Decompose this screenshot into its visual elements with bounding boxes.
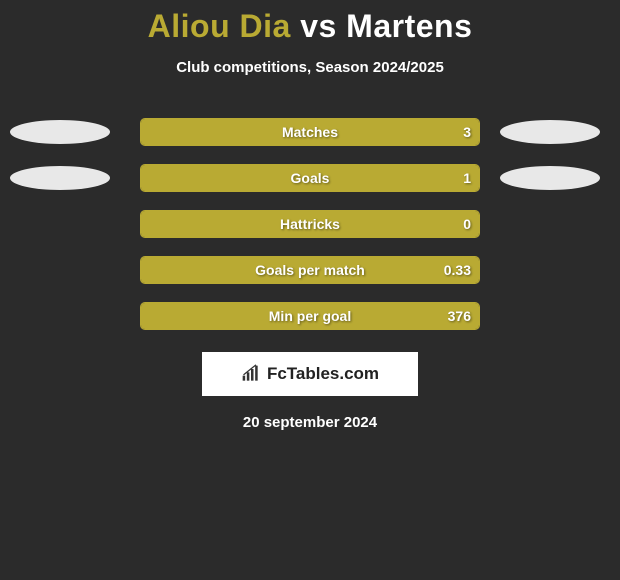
player2-ellipse: [500, 166, 600, 190]
stat-value-right: 3: [463, 124, 471, 140]
subtitle: Club competitions, Season 2024/2025: [0, 59, 620, 76]
stat-bar: Goals per match 0.33: [140, 256, 480, 284]
stat-value-right: 376: [448, 308, 471, 324]
stat-label: Matches: [282, 124, 338, 140]
stat-bar: Matches 3: [140, 118, 480, 146]
stat-value-right: 0.33: [444, 262, 471, 278]
stat-bar: Hattricks 0: [140, 210, 480, 238]
fctables-logo[interactable]: FcTables.com: [202, 352, 418, 396]
stat-label: Min per goal: [269, 308, 351, 324]
player1-ellipse: [10, 120, 110, 144]
stat-value-right: 1: [463, 170, 471, 186]
stat-rows: Matches 3 Goals 1 Hattricks 0: [0, 118, 620, 330]
stat-row-matches: Matches 3: [0, 118, 620, 146]
stat-bar: Goals 1: [140, 164, 480, 192]
stat-row-goals: Goals 1: [0, 164, 620, 192]
title-player1: Aliou Dia: [148, 8, 291, 44]
stat-label: Goals per match: [255, 262, 365, 278]
title: Aliou Dia vs Martens: [0, 8, 620, 45]
stat-value-right: 0: [463, 216, 471, 232]
title-vs: vs: [300, 8, 337, 44]
player1-ellipse: [10, 166, 110, 190]
stat-bar: Min per goal 376: [140, 302, 480, 330]
logo-text: FcTables.com: [267, 364, 379, 384]
stat-row-hattricks: Hattricks 0: [0, 210, 620, 238]
stat-label: Hattricks: [280, 216, 340, 232]
comparison-card: Aliou Dia vs Martens Club competitions, …: [0, 0, 620, 431]
stat-label: Goals: [291, 170, 330, 186]
date: 20 september 2024: [0, 414, 620, 431]
chart-icon: [241, 364, 261, 384]
stat-row-goals-per-match: Goals per match 0.33: [0, 256, 620, 284]
title-player2: Martens: [346, 8, 472, 44]
stat-row-min-per-goal: Min per goal 376: [0, 302, 620, 330]
player2-ellipse: [500, 120, 600, 144]
